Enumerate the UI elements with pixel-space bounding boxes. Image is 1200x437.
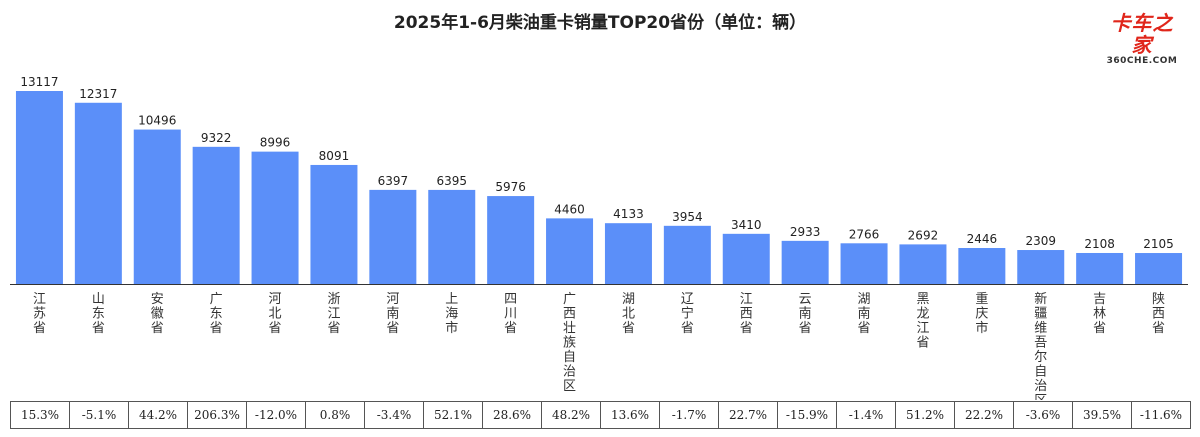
growth-cell: -11.6% — [1131, 401, 1191, 429]
bar-7 — [428, 189, 476, 284]
value-label-11: 3954 — [672, 210, 703, 224]
growth-cell: 206.3% — [187, 401, 247, 429]
value-label-16: 2446 — [967, 232, 998, 246]
brand-logo: 卡车之家 360CHE.COM — [1102, 12, 1182, 66]
value-label-8: 5976 — [495, 180, 526, 194]
value-label-2: 10496 — [138, 114, 176, 128]
bar-5 — [310, 164, 358, 284]
value-label-15: 2692 — [908, 228, 939, 242]
bar-3 — [192, 146, 240, 284]
category-label-17: 新疆维吾尔自治区 — [1034, 291, 1047, 400]
logo-text: 卡车之家 — [1110, 11, 1174, 57]
bar-13 — [781, 240, 829, 284]
category-label-13: 云南省 — [799, 292, 812, 336]
growth-cell: 48.2% — [541, 401, 601, 429]
value-labels: 13117 12317 10496 9322 8996 8091 6397 6395 5976 4… — [20, 75, 1173, 251]
growth-cell: 22.7% — [718, 401, 778, 429]
value-label-9: 4460 — [554, 202, 585, 216]
growth-cell: 39.5% — [1072, 401, 1132, 429]
value-label-19: 2105 — [1143, 237, 1174, 251]
bar-19 — [1135, 253, 1183, 284]
bar-12 — [722, 233, 770, 284]
bar-2 — [133, 129, 181, 284]
growth-cell: -1.7% — [659, 401, 719, 429]
category-label-11: 辽宁省 — [681, 292, 694, 336]
bar-8 — [487, 196, 535, 284]
value-label-7: 6395 — [436, 174, 467, 188]
growth-cell: -3.6% — [1013, 401, 1073, 429]
growth-cell: -3.4% — [364, 401, 424, 429]
growth-cell: 15.3% — [10, 401, 70, 429]
growth-cell: -15.9% — [777, 401, 837, 429]
bar-17 — [1017, 250, 1065, 284]
category-label-15: 黑龙江省 — [916, 292, 929, 351]
category-label-6: 河南省 — [386, 292, 399, 336]
growth-rate-row: 15.3% -5.1% 44.2% 206.3% -12.0% 0.8% -3.4% 52.1… — [10, 401, 1191, 429]
bar-15 — [899, 244, 947, 284]
bar-1 — [74, 102, 122, 284]
category-label-8: 四川省 — [504, 292, 517, 336]
category-label-7: 上海市 — [445, 292, 458, 336]
value-label-12: 3410 — [731, 218, 762, 232]
category-label-18: 吉林省 — [1093, 292, 1106, 336]
category-label-19: 陕西省 — [1152, 292, 1165, 336]
bar-series — [15, 91, 1183, 284]
growth-cell: -12.0% — [246, 401, 306, 429]
growth-cell: 51.2% — [895, 401, 955, 429]
bar-16 — [958, 248, 1006, 284]
growth-cell: 0.8% — [305, 401, 365, 429]
category-label-1: 山东省 — [92, 292, 105, 336]
value-label-14: 2766 — [849, 227, 880, 241]
value-label-5: 8091 — [319, 149, 350, 163]
value-label-18: 2108 — [1084, 237, 1115, 251]
category-label-2: 安徽省 — [151, 292, 164, 336]
category-label-14: 湖南省 — [858, 292, 871, 336]
bar-chart: 13117 12317 10496 9322 8996 8091 6397 6395 5976 4… — [10, 75, 1188, 400]
bar-0 — [15, 91, 63, 284]
growth-cell: -1.4% — [836, 401, 896, 429]
value-label-13: 2933 — [790, 225, 821, 239]
category-labels: 江苏省 山东省 安徽省 广东省 河北省 浙江省 河南省 上海市 四川省 广西壮族自治区 湖北省 辽宁省… — [33, 291, 1165, 400]
category-label-12: 江西省 — [740, 292, 753, 336]
value-label-6: 6397 — [378, 174, 409, 188]
category-label-3: 广东省 — [210, 292, 223, 336]
growth-cell: 22.2% — [954, 401, 1014, 429]
growth-cell: 28.6% — [482, 401, 542, 429]
value-label-0: 13117 — [20, 75, 58, 89]
growth-cell: 52.1% — [423, 401, 483, 429]
category-label-10: 湖北省 — [622, 292, 635, 336]
bar-11 — [663, 225, 711, 284]
growth-cell: 44.2% — [128, 401, 188, 429]
category-label-0: 江苏省 — [33, 292, 46, 336]
value-label-4: 8996 — [260, 136, 291, 150]
bar-4 — [251, 151, 299, 284]
bar-18 — [1076, 252, 1124, 284]
growth-cell: -5.1% — [69, 401, 129, 429]
growth-rate-table: 15.3% -5.1% 44.2% 206.3% -12.0% 0.8% -3.4% 52.1… — [10, 401, 1191, 429]
growth-cell: 13.6% — [600, 401, 660, 429]
chart-title: 2025年1-6月柴油重卡销量TOP20省份（单位：辆） — [393, 13, 807, 33]
category-label-9: 广西壮族自治区 — [563, 292, 576, 394]
value-label-10: 4133 — [613, 207, 644, 221]
bar-6 — [369, 189, 417, 284]
logo-subtext: 360CHE.COM — [1106, 56, 1178, 66]
value-label-1: 12317 — [79, 87, 117, 101]
category-label-16: 重庆市 — [975, 291, 988, 336]
value-label-17: 2309 — [1025, 234, 1056, 248]
category-label-4: 河北省 — [269, 292, 282, 336]
category-label-5: 浙江省 — [327, 292, 340, 336]
bar-9 — [546, 218, 594, 284]
bar-10 — [604, 223, 652, 284]
bar-14 — [840, 243, 888, 284]
value-label-3: 9322 — [201, 131, 232, 145]
